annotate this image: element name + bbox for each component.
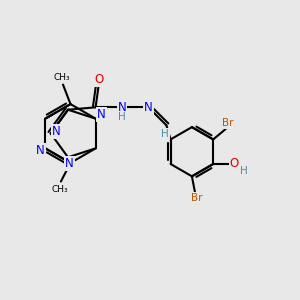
Text: N: N — [97, 108, 106, 121]
Text: N: N — [144, 101, 153, 114]
Text: Br: Br — [191, 193, 202, 203]
Text: H: H — [118, 112, 126, 122]
Text: H: H — [240, 166, 248, 176]
Text: N: N — [36, 144, 45, 157]
Text: H: H — [161, 129, 169, 139]
Text: CH₃: CH₃ — [54, 73, 70, 82]
Text: N: N — [52, 124, 61, 138]
Text: CH₃: CH₃ — [51, 184, 68, 194]
Text: N: N — [118, 101, 126, 114]
Text: O: O — [230, 157, 239, 170]
Text: O: O — [94, 73, 103, 85]
Text: N: N — [65, 158, 74, 170]
Text: Br: Br — [222, 118, 233, 128]
